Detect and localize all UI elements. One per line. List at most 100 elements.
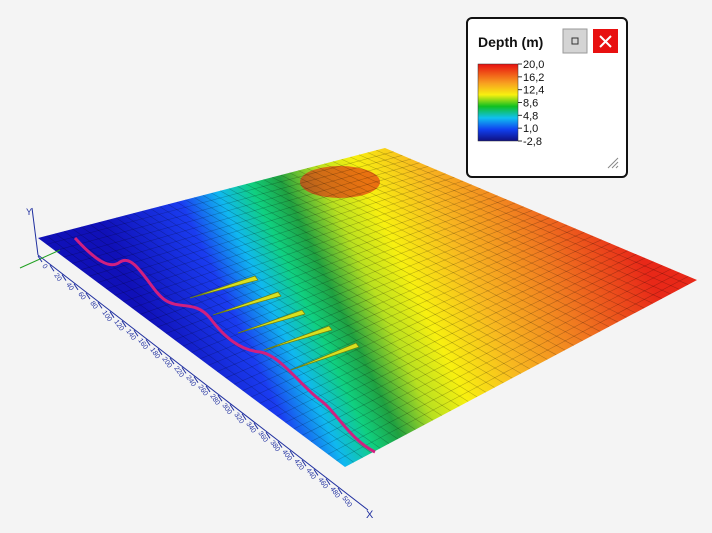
grid-line	[276, 250, 628, 417]
shoreline	[73, 236, 376, 454]
grid-line	[225, 228, 576, 379]
grid-line	[268, 246, 620, 411]
x-tick	[193, 376, 199, 383]
grid-line	[123, 184, 472, 302]
close-button[interactable]	[593, 29, 618, 53]
legend-label: 8,6	[523, 98, 538, 110]
x-tick	[217, 394, 223, 402]
groin	[212, 291, 282, 316]
x-tick-label: 20	[52, 272, 62, 282]
surface-grid	[46, 149, 689, 463]
grid-line	[319, 268, 672, 449]
depth-surface	[38, 148, 697, 467]
x-tick	[157, 348, 163, 356]
x-tick	[265, 432, 271, 439]
grid-line	[114, 180, 464, 296]
legend-label: 1,0	[523, 123, 538, 135]
groin	[263, 325, 333, 351]
x-tick	[73, 283, 79, 291]
restore-button-bg[interactable]	[562, 28, 588, 54]
restore-icon	[571, 37, 579, 45]
grid-line	[89, 169, 438, 277]
legend-label: -2,8	[523, 136, 542, 148]
x-tick	[85, 292, 91, 300]
x-tick	[133, 329, 139, 337]
legend-window: Depth (m) 20,016,212,48,64,81,0-2,8	[466, 17, 628, 178]
grid-line	[336, 276, 689, 461]
grid-line	[140, 191, 490, 315]
x-tick	[289, 450, 295, 458]
groin	[189, 275, 259, 299]
grid-line	[131, 188, 481, 309]
color-bar	[477, 63, 519, 142]
x-tick	[205, 385, 211, 393]
x-tick-label: 80	[88, 300, 98, 310]
x-tick	[49, 265, 55, 272]
grid-line	[237, 185, 548, 360]
grid-line	[367, 152, 680, 290]
x-axis	[37, 254, 369, 511]
grid-line	[148, 195, 498, 321]
x-tick	[61, 274, 67, 281]
grid-line	[327, 272, 680, 455]
groin	[290, 342, 360, 371]
grid-line	[167, 203, 478, 398]
x-tick-label: 40	[64, 282, 74, 292]
grid-line	[234, 232, 585, 385]
x-tick	[181, 367, 187, 374]
legend-title: Depth (m)	[478, 34, 543, 50]
deep-area	[300, 166, 380, 198]
grid-line	[332, 161, 645, 309]
grid-line	[285, 254, 637, 423]
grid-line	[358, 154, 671, 295]
grid-line	[298, 170, 610, 328]
grid-line	[341, 158, 654, 304]
grid-line	[199, 217, 550, 360]
x-tick	[121, 320, 127, 328]
grid-line	[280, 174, 592, 337]
grid-line	[159, 206, 469, 402]
x-tick	[97, 302, 103, 309]
grid-line	[141, 210, 451, 412]
grid-line	[324, 163, 636, 313]
grid-line	[150, 208, 460, 407]
resize-grip	[607, 157, 619, 169]
grid-line	[306, 167, 618, 323]
grid-line	[254, 181, 566, 351]
grid-line	[315, 165, 627, 318]
legend-label: 12,4	[523, 85, 544, 97]
grid-line	[182, 210, 533, 347]
x-tick	[337, 487, 343, 495]
x-tick	[145, 339, 151, 346]
grid-line	[72, 162, 420, 264]
restore-button[interactable]	[562, 28, 588, 54]
groin	[237, 309, 306, 334]
x-tick	[109, 311, 115, 318]
grid-line	[216, 224, 568, 372]
grid-line	[211, 192, 522, 374]
grid-line	[228, 188, 539, 365]
grid-line	[242, 235, 594, 391]
grid-line	[263, 179, 574, 346]
grid-line	[54, 155, 403, 252]
grid-line	[220, 190, 530, 370]
y-axis-label: Y	[26, 207, 32, 217]
x-tick-label: 60	[76, 291, 86, 301]
y-axis	[31, 207, 39, 256]
x-tick-label: 0	[40, 263, 48, 270]
grid-line	[293, 257, 646, 430]
close-icon	[599, 35, 612, 48]
x-tick	[277, 441, 283, 448]
legend-labels: 20,016,212,48,64,81,0-2,8	[518, 59, 544, 148]
groins	[189, 275, 360, 371]
legend-label: 20,0	[523, 59, 544, 71]
grid-line	[133, 212, 442, 416]
x-tick	[325, 478, 331, 485]
grid-line	[63, 158, 412, 258]
grid-line	[46, 151, 394, 245]
grid-line	[157, 199, 507, 328]
grid-line	[97, 173, 446, 283]
grid-line	[46, 235, 354, 463]
